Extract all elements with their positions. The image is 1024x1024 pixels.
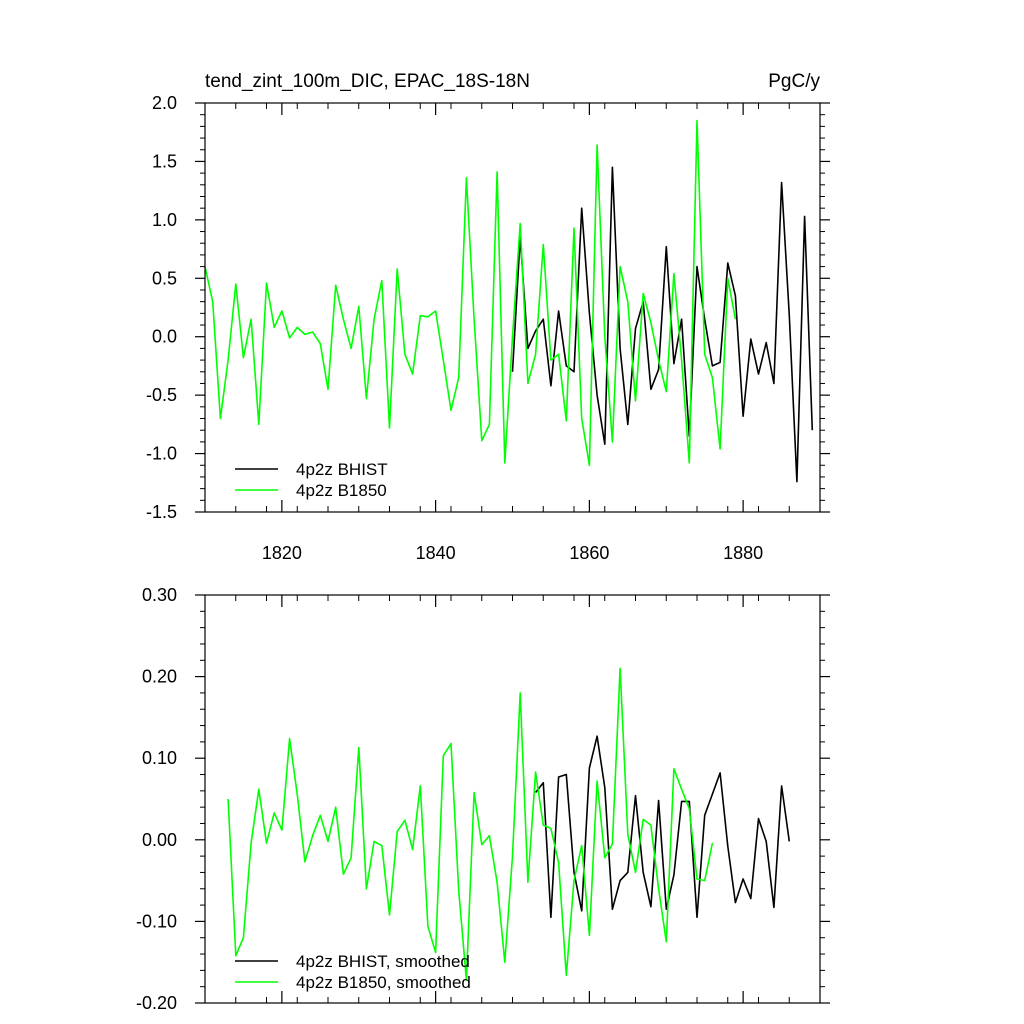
series-line-b1850 [227,667,714,982]
y-tick-label: 0.20 [142,667,177,687]
y-tick-label: -0.20 [136,993,177,1013]
upper-axes: 1820 1840 1860 1880 -1.5 -1.0 -0.5 0.0 0.5 1.0 1.5… [146,93,830,563]
y-tick-label: -0.10 [136,911,177,931]
y-tick-label: 0.0 [152,327,177,347]
x-tick-label: 1820 [262,543,302,563]
plot-frame [204,102,821,513]
y-tick-label: 2.0 [152,93,177,113]
panel-title: tend_zint_100m_DIC, EPAC_18S-18N [205,71,530,92]
y-tick-label: -1.5 [146,502,177,522]
legend-label-bhist: 4p2z BHIST [296,460,388,479]
lower-panel: -0.20 -0.10 0.00 0.10 0.20 0.30 4p2z BHIST, s… [136,585,830,1013]
y-tick-label: 1.5 [152,151,177,171]
x-tick-label: 1860 [569,543,609,563]
y-tick-label: 0.30 [142,585,177,605]
y-tick-label: -0.5 [146,385,177,405]
upper-series-lines [204,119,814,483]
y-tick-label: 1.0 [152,210,177,230]
series-line-bhist [534,735,791,919]
upper-legend: 4p2z BHIST 4p2z B1850 [235,460,388,500]
series-line-bhist [511,166,814,483]
y-tick-label: 0.10 [142,748,177,768]
legend-label-b1850: 4p2z B1850 [296,481,387,500]
y-tick-label: 0.5 [152,268,177,288]
series-line-b1850 [204,119,737,467]
upper-panel: tend_zint_100m_DIC, EPAC_18S-18N PgC/y 1… [146,71,830,563]
units-label: PgC/y [768,71,820,92]
lower-series-lines [227,667,791,982]
lower-legend: 4p2z BHIST, smoothed 4p2z B1850, smoothe… [235,952,471,992]
lower-axes: -0.20 -0.10 0.00 0.10 0.20 0.30 [136,585,830,1013]
legend-label-bhist-smoothed: 4p2z BHIST, smoothed [296,952,470,971]
y-tick-label: -1.0 [146,444,177,464]
legend-label-b1850-smoothed: 4p2z B1850, smoothed [296,973,471,992]
x-tick-label: 1840 [416,543,456,563]
x-tick-label: 1880 [723,543,763,563]
y-tick-label: 0.00 [142,830,177,850]
